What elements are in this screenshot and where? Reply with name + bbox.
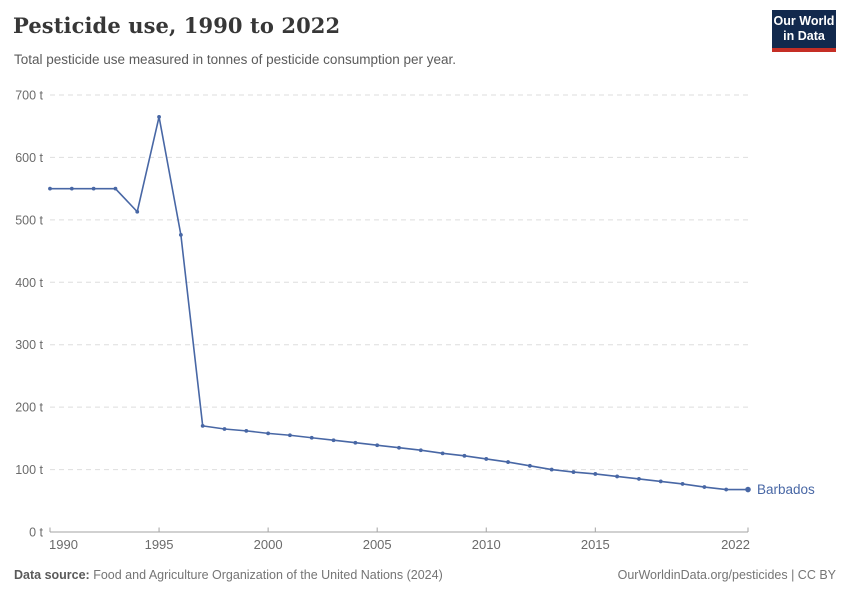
data-point[interactable] — [331, 438, 336, 443]
data-point[interactable] — [135, 209, 140, 214]
x-axis-label: 2000 — [254, 537, 283, 552]
data-point[interactable] — [527, 463, 532, 468]
data-point[interactable] — [724, 487, 729, 492]
data-point[interactable] — [484, 457, 489, 461]
x-axis-label: 2010 — [472, 537, 501, 552]
data-point[interactable] — [91, 186, 96, 191]
entity-label[interactable]: Barbados — [757, 482, 815, 497]
chart-area: 0 t 100 t 200 t 300 t 400 t 500 t 600 t 700 t 19… — [0, 85, 850, 560]
owid-logo-line2: in Data — [783, 29, 825, 43]
x-axis-label: 2005 — [363, 537, 392, 552]
line-chart: 0 t 100 t 200 t 300 t 400 t 500 t 600 t 700 t 19… — [15, 89, 815, 553]
owid-logo[interactable]: Our World in Data — [772, 10, 836, 52]
data-point[interactable] — [680, 482, 685, 486]
footer-separator: | — [787, 568, 798, 582]
y-axis-label: 500 t — [15, 213, 43, 227]
data-point[interactable] — [506, 460, 510, 464]
data-point[interactable] — [593, 472, 598, 476]
data-point[interactable] — [658, 479, 663, 484]
y-axis-label: 200 t — [15, 401, 43, 415]
data-point[interactable] — [637, 477, 641, 481]
x-axis-label: 2022 — [721, 537, 750, 552]
data-point[interactable] — [462, 453, 467, 458]
data-source-label: Data source: — [14, 568, 90, 582]
y-axis-label: 700 t — [15, 89, 43, 103]
trend-line[interactable] — [50, 116, 748, 491]
data-point[interactable] — [375, 443, 380, 448]
data-point[interactable] — [440, 451, 445, 456]
data-point[interactable] — [288, 433, 292, 438]
data-point[interactable] — [309, 435, 314, 440]
data-point[interactable] — [745, 486, 751, 493]
data-point[interactable] — [353, 440, 358, 445]
data-source: Data source: Food and Agriculture Organi… — [14, 568, 443, 582]
x-axis-label: 1995 — [145, 537, 174, 552]
data-point[interactable] — [222, 427, 227, 431]
y-axis-label: 0 t — [29, 526, 43, 540]
data-point[interactable] — [397, 445, 401, 450]
data-point[interactable] — [48, 186, 52, 191]
data-point[interactable] — [418, 448, 423, 453]
data-point[interactable] — [157, 114, 161, 119]
data-point[interactable] — [615, 474, 620, 479]
data-source-text: Food and Agriculture Organization of the… — [93, 568, 443, 582]
y-axis-label: 100 t — [15, 463, 43, 477]
data-point[interactable] — [113, 186, 118, 191]
data-point[interactable] — [244, 428, 249, 433]
data-point[interactable] — [571, 470, 576, 474]
data-point[interactable] — [549, 467, 554, 472]
y-axis-label: 300 t — [15, 338, 43, 352]
data-point[interactable] — [266, 431, 271, 436]
data-point[interactable] — [702, 485, 707, 489]
chart-footer: Data source: Food and Agriculture Organi… — [14, 568, 836, 582]
data-point[interactable] — [69, 186, 74, 191]
owid-logo-line1: Our World — [773, 14, 835, 28]
data-point[interactable] — [178, 232, 183, 237]
y-axis-label: 400 t — [15, 276, 43, 290]
x-axis-label: 1990 — [49, 537, 78, 552]
y-axis-label: 600 t — [15, 151, 43, 165]
footer-links: OurWorldinData.org/pesticides | CC BY — [618, 568, 836, 582]
chart-subtitle: Total pesticide use measured in tonnes o… — [14, 52, 457, 67]
license-link[interactable]: CC BY — [797, 568, 836, 582]
owid-url-link[interactable]: OurWorldinData.org/pesticides — [617, 568, 788, 582]
data-point[interactable] — [200, 423, 205, 428]
x-axis-label: 2015 — [581, 537, 610, 552]
page-title: Pesticide use, 1990 to 2022 — [13, 13, 341, 38]
